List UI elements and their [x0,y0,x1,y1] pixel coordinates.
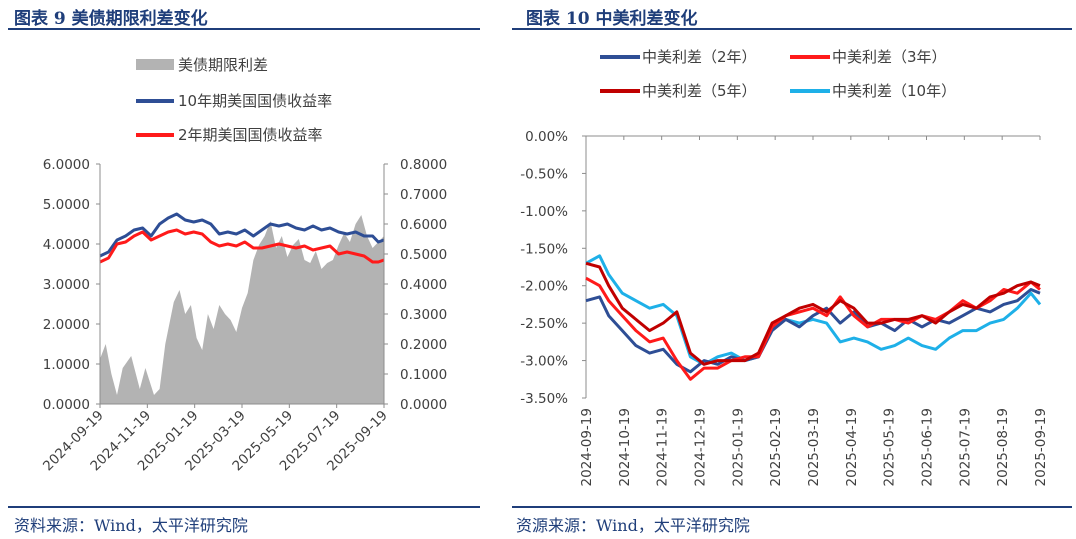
x-tick-label: 2025-05-19 [882,408,898,486]
right-source-rule [512,506,1072,508]
x-tick-label: 2024-12-19 [693,408,709,486]
x-tick-label: 2025-01-19 [730,408,746,486]
y-tick-label: -1.00% [520,204,568,220]
series-area-spread [100,215,384,404]
x-tick-label: 2025-02-19 [768,408,784,486]
y-tick-label-left: 2.0000 [43,317,90,333]
right-title-rule [512,28,1072,30]
legend-label: 中美利差（3年） [832,48,947,66]
y-tick-label-left: 5.0000 [43,197,90,213]
y-tick-label: -3.00% [520,354,568,370]
x-tick-label: 2025-03-19 [806,408,822,486]
y-tick-label: -2.00% [520,279,568,295]
y-tick-label-right: 0.8000 [400,157,447,173]
left-chart-svg: 美债期限利差 10年期美国国债收益率 2年期美国国债收益率 0.0000 1.0000 2… [40,56,447,474]
legend-label: 10年期美国国债收益率 [178,92,332,110]
legend-label: 中美利差（5年） [642,82,757,100]
legend-label: 美债期限利差 [178,56,268,74]
left-chart-title: 图表 9 美债期限利差变化 [14,9,208,29]
left-source-rule [8,506,480,508]
y-tick-label-right: 0.7000 [400,187,447,203]
series-line-2y [99,228,385,264]
series-line-5y [585,261,1041,366]
legend-label: 中美利差（10年） [832,82,956,100]
y-tick-label-right: 0.1000 [400,367,447,383]
y-tick-label-left: 3.0000 [43,277,90,293]
legend-swatch-spread [136,59,174,70]
y-tick-label: -1.50% [520,241,568,257]
x-tick-label: 2025-04-19 [844,408,860,486]
right-chart-svg: 中美利差（2年） 中美利差（3年） 中美利差（5年） 中美利差（10年） 0.00% -0… [520,48,1049,486]
x-tick-label: 2024-09-19 [579,408,595,486]
left-chart-panel: 图表 9 美债期限利差变化 美债期限利差 10年期美国国债收益率 2年期美国国债收益… [0,0,520,539]
x-tick-label: 2025-07-19 [957,408,973,486]
y-tick-label-right: 0.6000 [400,217,447,233]
series-line-2y [585,288,1041,374]
x-tick-label: 2025-09-19 [1033,408,1049,486]
left-title-rule [8,28,480,30]
y-tick-label-right: 0.5000 [400,247,447,263]
legend-label: 中美利差（2年） [642,48,757,66]
y-tick-label: -3.50% [520,391,568,407]
y-tick-label-left: 6.0000 [43,157,90,173]
y-tick-label: 0.00% [525,129,568,145]
x-tick-label: 2024-10-19 [617,408,633,486]
series-line-3y [585,276,1041,381]
left-source-note: 资料来源：Wind，太平洋研究院 [14,516,248,535]
series-line-10y [99,212,385,258]
y-tick-label-right: 0.3000 [400,307,447,323]
x-tick-label: 2025-06-19 [920,408,936,486]
y-tick-label-right: 0.2000 [400,337,447,353]
x-tick-label: 2025-08-19 [995,408,1011,486]
y-tick-label: -2.50% [520,316,568,332]
y-tick-label-left: 0.0000 [43,397,90,413]
y-tick-label-left: 1.0000 [43,357,90,373]
series-line-10y [585,254,1042,366]
right-chart-title: 图表 10 中美利差变化 [526,9,698,29]
y-tick-label: -0.50% [520,166,568,182]
right-chart-panel: 图表 10 中美利差变化 中美利差（2年） 中美利差（3年） 中美利差（5年） 中美利… [512,0,1076,539]
y-tick-label-right: 0.4000 [400,277,447,293]
y-tick-label-left: 4.0000 [43,237,90,253]
x-tick-label: 2024-11-19 [655,408,671,486]
legend-label: 2年期美国国债收益率 [178,126,323,144]
right-source-note: 资源来源：Wind，太平洋研究院 [516,516,750,535]
y-tick-label-right: 0.0000 [400,397,447,413]
